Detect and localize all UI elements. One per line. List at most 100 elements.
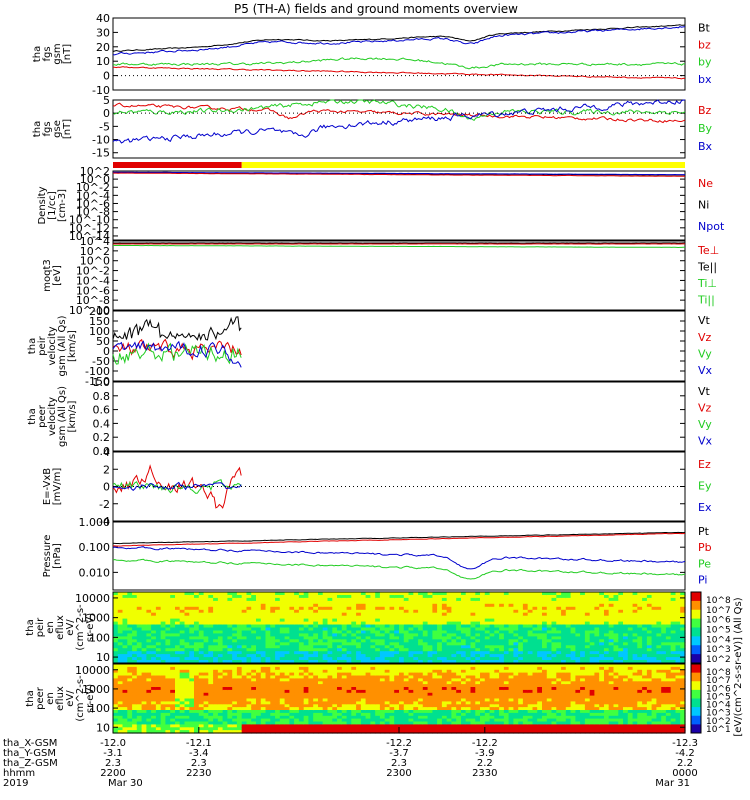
spectrogram-cell	[160, 675, 167, 679]
spectrogram-cell	[222, 603, 228, 608]
spectrogram-cell	[580, 597, 586, 602]
spectrogram-cell	[327, 630, 333, 635]
spectrogram-cell	[432, 666, 438, 671]
spectrogram-cell	[665, 648, 672, 652]
spectrogram-cell	[413, 642, 419, 646]
spectrogram-cell	[403, 684, 410, 688]
spectrogram-cell	[208, 639, 214, 643]
spectrogram-cell	[346, 606, 352, 611]
spectrogram-cell	[356, 718, 362, 723]
spectrogram-cell	[537, 615, 543, 620]
spectrogram-cell	[379, 721, 386, 725]
spectrogram-cell	[432, 675, 438, 679]
spectrogram-cell	[236, 701, 243, 705]
spectrogram-cell	[165, 597, 171, 602]
spectrogram-cell	[446, 721, 453, 725]
spectrogram-cell	[627, 609, 634, 614]
spectrogram-cell	[503, 621, 510, 626]
spectrogram-cell	[294, 724, 300, 728]
spectrogram-cell	[303, 630, 310, 635]
spectrogram-cell	[623, 657, 629, 661]
spectrogram-cell	[222, 648, 228, 652]
spectrogram-cell	[522, 639, 529, 643]
spectrogram-cell	[222, 687, 228, 691]
spectrogram-cell	[279, 684, 286, 688]
spectrogram-cell	[441, 615, 448, 620]
spectrogram-cell	[651, 657, 657, 661]
spectrogram-cell	[151, 701, 157, 705]
spectrogram-cell	[551, 633, 557, 637]
spectrogram-cell	[518, 654, 524, 658]
spectrogram-cell	[389, 651, 395, 655]
spectrogram-cell	[356, 639, 362, 643]
spectrogram-cell	[246, 669, 252, 674]
spectrogram-cell	[327, 727, 333, 731]
spectrogram-cell	[251, 715, 257, 720]
spectrogram-cell	[456, 684, 462, 688]
spectrogram-cell	[127, 627, 133, 632]
spectrogram-cell	[189, 666, 195, 671]
spectrogram-cell	[432, 645, 438, 649]
spectrogram-cell	[327, 689, 333, 694]
spectrogram-cell	[437, 592, 443, 596]
spectrogram-cell	[251, 642, 257, 646]
spectrogram-cell	[451, 606, 457, 611]
y-axis-label: fgs	[42, 121, 53, 136]
spectrogram-cell	[322, 721, 329, 725]
spectrogram-cell	[575, 657, 581, 661]
spectrogram-cell	[604, 648, 610, 652]
spectrogram-cell	[222, 664, 228, 668]
spectrogram-cell	[494, 595, 500, 599]
spectrogram-cell	[575, 636, 581, 640]
spectrogram-cell	[337, 672, 343, 677]
spectrogram-cell	[527, 636, 534, 640]
spectrogram-cell	[256, 689, 262, 694]
spectrogram-cell	[370, 689, 376, 694]
spectrogram-cell	[251, 707, 257, 711]
spectrogram-cell	[475, 636, 481, 640]
spectrogram-cell	[604, 639, 610, 643]
spectrogram-cell	[284, 645, 290, 649]
spectrogram-cell	[327, 692, 333, 697]
spectrogram-cell	[136, 721, 143, 725]
spectrogram-cell	[151, 695, 157, 700]
spectrogram-cell	[446, 715, 453, 720]
spectrogram-cell	[313, 595, 319, 599]
spectrogram-cell	[203, 651, 209, 655]
spectrogram-cell	[227, 672, 233, 677]
spectrogram-cell	[189, 701, 195, 705]
spectrogram-cell	[232, 592, 238, 596]
spectrogram-cell	[456, 721, 462, 725]
spectrogram-cell	[227, 618, 233, 623]
spectrogram-cell	[170, 609, 176, 614]
spectrogram-cell	[351, 606, 357, 611]
spectrogram-cell	[256, 707, 262, 711]
spectrogram-cell	[236, 675, 243, 679]
spectrogram-cell	[213, 648, 219, 652]
spectrogram-cell	[146, 615, 152, 620]
spectrogram-cell	[346, 654, 352, 658]
spectrogram-cell	[651, 595, 657, 599]
spectrogram-cell	[403, 692, 410, 697]
spectrogram-cell	[198, 651, 205, 655]
spectrogram-cell	[337, 627, 343, 632]
spectrogram-cell	[465, 715, 472, 720]
spectrogram-cell	[484, 639, 491, 643]
spectrogram-cell	[375, 612, 381, 617]
spectrogram-cell	[508, 648, 514, 652]
spectrogram-cell	[170, 618, 176, 623]
spectrogram-cell	[122, 609, 128, 614]
spectrogram-cell	[132, 645, 138, 649]
spectrogram-cell	[165, 595, 171, 599]
spectrogram-cell	[313, 651, 319, 655]
spectrogram-cell	[399, 684, 405, 688]
spectrogram-cell	[203, 664, 209, 668]
spectrogram-cell	[151, 687, 157, 691]
spectrogram-cell	[422, 612, 429, 617]
spectrogram-cell	[203, 669, 209, 674]
spectrogram-cell	[165, 612, 171, 617]
spectrogram-cell	[575, 592, 581, 596]
spectrogram-cell	[599, 606, 605, 611]
spectrogram-cell	[198, 721, 205, 725]
spectrogram-cell	[232, 712, 238, 717]
